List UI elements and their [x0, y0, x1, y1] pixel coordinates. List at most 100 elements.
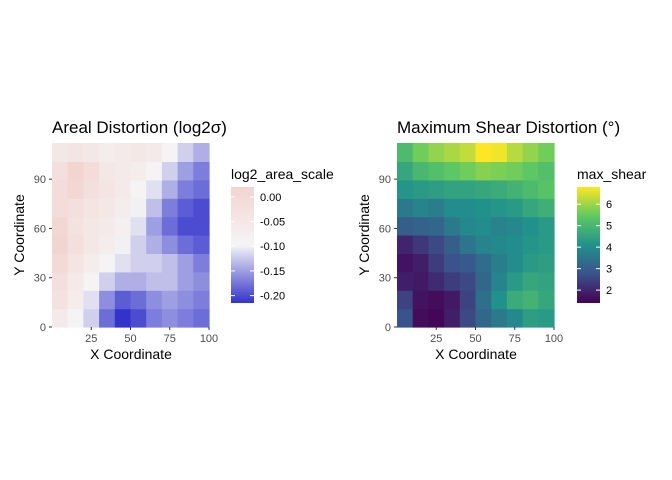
- heatmap-cell: [412, 271, 429, 291]
- heatmap-cell: [114, 308, 132, 328]
- heatmap-cell: [114, 161, 132, 181]
- x-tick-label: 100: [545, 333, 563, 345]
- heatmap-cell: [491, 216, 508, 236]
- heatmap-cell: [67, 271, 84, 291]
- heatmap-cell: [412, 179, 429, 199]
- heatmap-cell: [459, 271, 477, 291]
- heatmap-cell: [475, 216, 492, 236]
- x-tick-label: 50: [124, 333, 136, 345]
- heatmap-cell: [130, 143, 147, 162]
- heatmap-cell: [428, 308, 445, 328]
- heatmap-cell: [506, 179, 524, 199]
- y-tick-label: 30: [34, 273, 46, 285]
- heatmap-cell: [193, 143, 210, 162]
- y-tick-label: 0: [385, 322, 391, 334]
- y-axis-title: Y Coordinate: [356, 194, 372, 276]
- heatmap-cell: [99, 271, 116, 291]
- heatmap-cell: [193, 198, 210, 218]
- heatmap-cell: [506, 271, 524, 291]
- heatmap-cell: [459, 253, 477, 273]
- heatmap-cell: [177, 253, 194, 273]
- heatmap-cell: [67, 198, 84, 218]
- heatmap-cell: [114, 179, 132, 199]
- y-tick-label: 60: [34, 223, 46, 235]
- heatmap-cell: [146, 216, 163, 236]
- heatmap-cell: [67, 216, 84, 236]
- heatmap-cell: [52, 198, 69, 218]
- heatmap-cell: [83, 253, 100, 273]
- heatmap-cell: [444, 271, 461, 291]
- heatmap-cell: [161, 271, 179, 291]
- x-axis-ticks: 25 50 75 100: [430, 327, 563, 345]
- heatmap-cell: [538, 253, 555, 273]
- y-tick-label: 90: [34, 174, 46, 186]
- heatmap-cell: [475, 161, 492, 181]
- y-axis-ticks: 0 30 60 90: [379, 174, 397, 334]
- heatmap-cell: [193, 216, 210, 236]
- heatmap-cell: [193, 235, 210, 254]
- heatmap-cell: [444, 161, 461, 181]
- heatmap-cell: [491, 253, 508, 273]
- heatmap-cell: [161, 198, 179, 218]
- heatmap-cell: [522, 235, 539, 254]
- heatmap-cell: [491, 271, 508, 291]
- heatmap-cell: [428, 253, 445, 273]
- heatmap-cell: [193, 179, 210, 199]
- heatmap-cell: [146, 290, 163, 310]
- legend: max_shear 2 3 4 5 6: [577, 166, 647, 303]
- x-axis-title: X Coordinate: [90, 346, 172, 362]
- heatmap-cell: [177, 161, 194, 181]
- heatmap-cell: [177, 271, 194, 291]
- heatmap-cell: [459, 143, 477, 162]
- heatmap-cell: [459, 161, 477, 181]
- heatmap-cell: [538, 161, 555, 181]
- heatmap-cell: [130, 290, 147, 310]
- legend-tick-label: 5: [606, 221, 612, 233]
- heatmap-cell: [522, 290, 539, 310]
- heatmap-cell: [475, 235, 492, 254]
- heatmap-cell: [506, 198, 524, 218]
- y-axis-title: Y Coordinate: [11, 194, 27, 276]
- heatmap-cell: [177, 216, 194, 236]
- legend-tick-label: 0.00: [260, 192, 281, 204]
- heatmap-cell: [538, 179, 555, 199]
- heatmap-cell: [114, 216, 132, 236]
- heatmap-cell: [146, 271, 163, 291]
- heatmap-cell: [428, 235, 445, 254]
- heatmap-cell: [52, 179, 69, 199]
- heatmap-cell: [428, 198, 445, 218]
- heatmap-cell: [146, 198, 163, 218]
- heatmap-cell: [491, 161, 508, 181]
- heatmap-cell: [193, 253, 210, 273]
- heatmap-cell: [491, 198, 508, 218]
- heatmap-cell: [475, 290, 492, 310]
- heatmap-cell: [146, 161, 163, 181]
- heatmap-cell: [522, 198, 539, 218]
- y-tick-label: 90: [379, 174, 391, 186]
- heatmap-cell: [146, 253, 163, 273]
- heatmap-cell: [475, 253, 492, 273]
- x-axis-ticks: 25 50 75 100: [85, 327, 218, 345]
- heatmap-cell: [67, 290, 84, 310]
- heatmap-cell: [506, 253, 524, 273]
- heatmap-cell: [99, 235, 116, 254]
- heatmap-cell: [522, 253, 539, 273]
- heatmap-cell: [475, 179, 492, 199]
- heatmap-cell: [161, 216, 179, 236]
- legend-tick-label: 3: [606, 264, 612, 276]
- heatmap-cell: [130, 308, 147, 328]
- heatmap-cell: [459, 198, 477, 218]
- heatmap-cell: [397, 143, 414, 162]
- heatmap-cell: [177, 235, 194, 254]
- heatmap-cell: [412, 235, 429, 254]
- chart-title: Maximum Shear Distortion (°): [397, 118, 620, 137]
- heatmap-cell: [130, 271, 147, 291]
- heatmap-cell: [130, 179, 147, 199]
- heatmap-cell: [475, 271, 492, 291]
- heatmap-cell: [397, 308, 414, 328]
- heatmap-cell: [114, 271, 132, 291]
- heatmap-cell: [161, 179, 179, 199]
- heatmap-cell: [522, 143, 539, 162]
- heatmap-cell: [412, 216, 429, 236]
